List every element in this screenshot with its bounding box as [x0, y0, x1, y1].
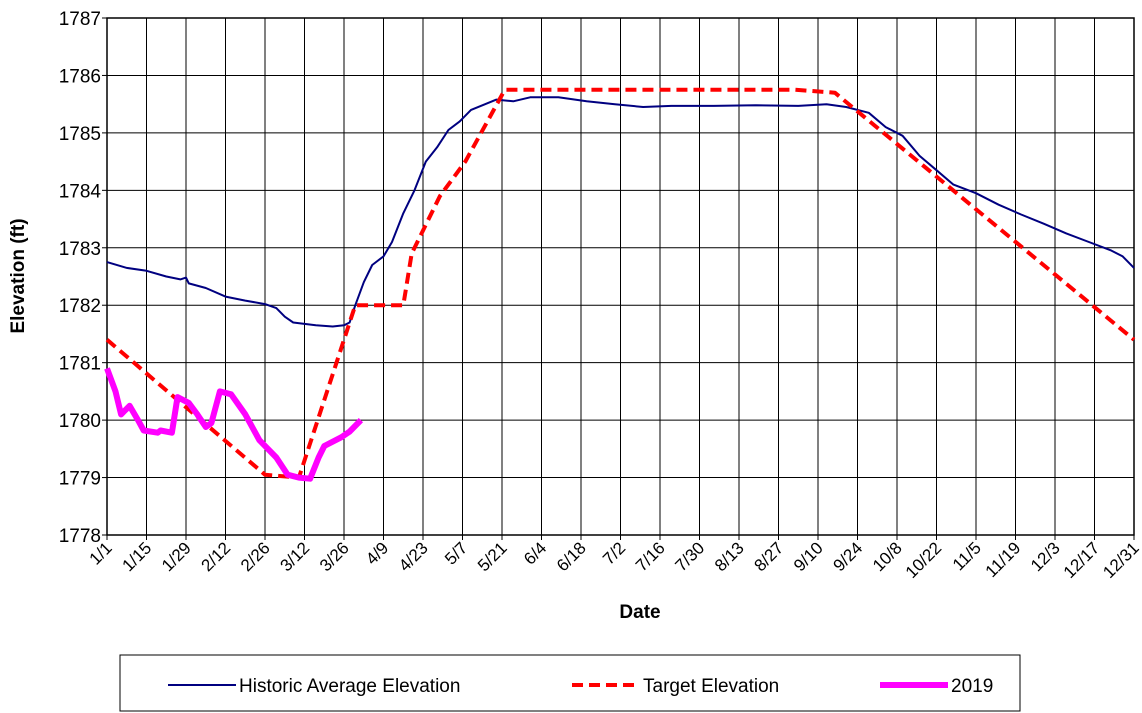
x-tick-label: 5/7: [441, 538, 471, 568]
series-line: [105, 87, 1136, 480]
x-tick-label: 8/27: [750, 538, 787, 575]
x-tick-label: 9/24: [829, 538, 866, 575]
y-tick-label: 1779: [59, 469, 101, 490]
y-tick-label: 1786: [59, 66, 101, 87]
x-tick-label: 4/23: [395, 538, 432, 575]
legend-label: Historic Average Elevation: [239, 676, 460, 697]
y-tick-label: 1782: [59, 296, 101, 317]
x-tick-label: 4/9: [362, 538, 392, 568]
series-line: [106, 96, 1135, 328]
x-tick-label: 1/15: [118, 538, 155, 575]
x-tick-label: 6/18: [553, 538, 590, 575]
y-tick-label: 1780: [59, 411, 101, 432]
x-tick-label: 1/29: [158, 538, 195, 575]
legend-label: Target Elevation: [643, 676, 779, 697]
legend-box: [119, 654, 1021, 712]
x-tick-label: 12/17: [1060, 538, 1104, 582]
x-tick-label: 7/30: [671, 538, 708, 575]
x-tick-label: 10/22: [902, 538, 946, 582]
x-tick-label: 7/16: [632, 538, 669, 575]
x-tick-label: 2/12: [197, 538, 234, 575]
x-tick-label: 11/5: [949, 538, 985, 574]
x-tick-label: 5/21: [474, 538, 511, 575]
x-tick-label: 9/10: [790, 538, 827, 575]
x-tick-label: 12/31: [1099, 538, 1142, 582]
x-axis-title: Date: [619, 602, 660, 623]
x-tick-label: 12/3: [1027, 538, 1064, 575]
x-tick-label: 6/4: [520, 538, 550, 568]
legend-label: 2019: [951, 676, 993, 697]
x-tick-label: 11/19: [982, 538, 1025, 581]
x-tick-label: 8/13: [711, 538, 748, 575]
y-tick-label: 1783: [59, 239, 101, 260]
x-tick-label: 2/26: [237, 538, 274, 575]
x-tick-label: 7/2: [599, 538, 629, 568]
plot-border: [106, 17, 1135, 536]
y-tick-label: 1781: [59, 354, 101, 375]
x-tick-label: 10/8: [869, 538, 906, 575]
y-tick-label: 1784: [59, 181, 102, 202]
y-axis-title: Elevation (ft): [8, 218, 29, 333]
x-tick-label: 3/26: [316, 538, 353, 575]
series-line: [104, 367, 364, 482]
y-tick-label: 1787: [59, 9, 101, 30]
x-tick-label: 3/12: [276, 538, 313, 575]
y-tick-label: 1778: [59, 526, 101, 547]
y-tick-label: 1785: [59, 124, 101, 145]
